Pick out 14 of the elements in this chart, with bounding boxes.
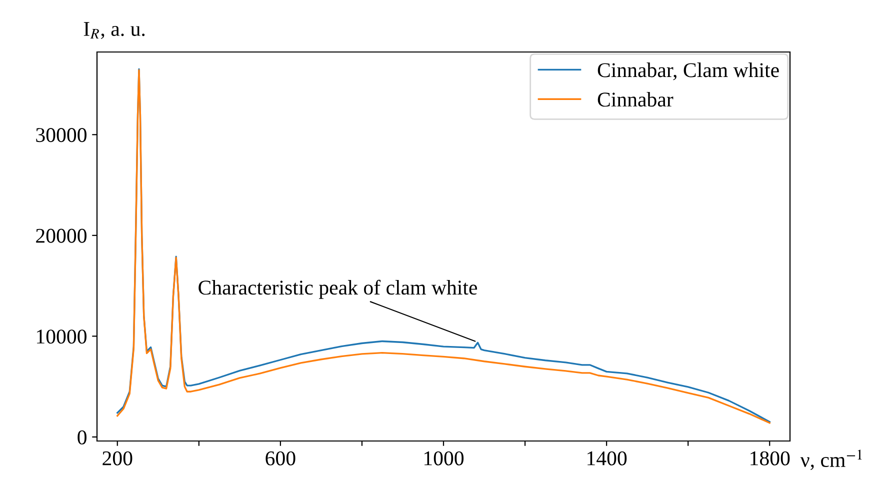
x-tick-label: 1800	[750, 451, 790, 466]
y-tick-label: 0	[78, 430, 86, 444]
x-tick-label: 1400	[588, 451, 627, 466]
y-axis-title: I$_{R}$, a. u.	[84, 22, 145, 39]
x-tick-label: 600	[266, 451, 296, 466]
legend-label: Cinnabar	[598, 92, 674, 107]
x-tick-label: 200	[102, 451, 132, 466]
y-tick-label: 20000	[36, 228, 86, 243]
annotation: Characteristic peak of clam white	[198, 280, 478, 299]
x-axis-title: ν, cm$^{−1}$	[800, 450, 862, 470]
y-tick-label: 10000	[37, 330, 86, 344]
x-tick-label: 1000	[424, 451, 464, 466]
legend-label: Cinnabar, Clam white	[598, 62, 779, 80]
y-tick-label: 30000	[36, 128, 86, 142]
